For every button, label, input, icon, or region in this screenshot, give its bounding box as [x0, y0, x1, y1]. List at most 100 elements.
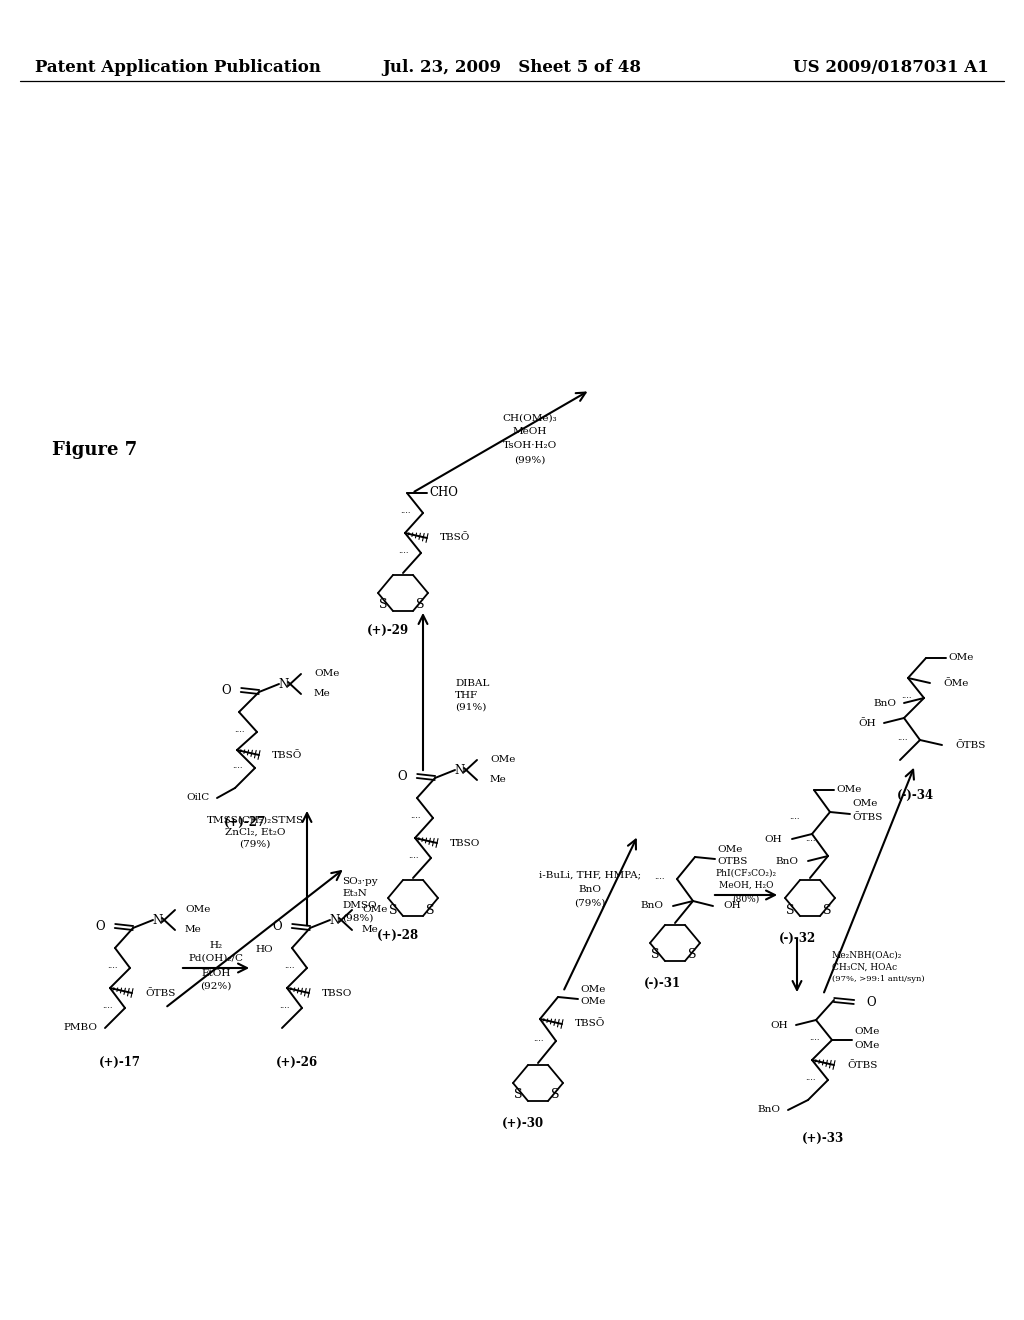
- Text: Et₃N: Et₃N: [342, 890, 367, 899]
- Text: ŌTBS: ŌTBS: [955, 741, 985, 750]
- Text: OMe: OMe: [717, 845, 742, 854]
- Text: ŌTBS: ŌTBS: [145, 989, 175, 998]
- Text: CH(OMe)₃: CH(OMe)₃: [503, 413, 557, 422]
- Text: OMe: OMe: [836, 785, 861, 795]
- Text: ····: ····: [108, 964, 118, 972]
- Text: HO: HO: [255, 945, 272, 954]
- Text: i-BuLi, THF, HMPA;: i-BuLi, THF, HMPA;: [539, 870, 641, 879]
- Text: H₂: H₂: [210, 941, 222, 950]
- Text: O: O: [866, 995, 876, 1008]
- Text: (80%): (80%): [732, 895, 760, 903]
- Text: Me: Me: [314, 689, 331, 698]
- Text: (-)-32: (-)-32: [778, 932, 816, 945]
- Text: N: N: [330, 913, 340, 927]
- Text: BnO: BnO: [757, 1106, 780, 1114]
- Text: US 2009/0187031 A1: US 2009/0187031 A1: [794, 58, 989, 75]
- Text: MeOH: MeOH: [513, 428, 547, 437]
- Text: ····: ····: [806, 1076, 816, 1084]
- Text: S: S: [379, 598, 387, 611]
- Text: S: S: [551, 1089, 559, 1101]
- Text: S: S: [650, 949, 659, 961]
- Text: Me: Me: [490, 776, 507, 784]
- Text: (+)-27: (+)-27: [224, 816, 266, 829]
- Text: O: O: [221, 684, 231, 697]
- Text: ····: ····: [280, 1005, 290, 1012]
- Text: S: S: [688, 949, 696, 961]
- Text: (+)-29: (+)-29: [367, 623, 409, 636]
- Text: OMe: OMe: [852, 800, 878, 808]
- Text: TMSS(CH₂)₂STMS: TMSS(CH₂)₂STMS: [207, 816, 303, 825]
- Text: OMe: OMe: [948, 653, 974, 663]
- Text: O: O: [95, 920, 105, 932]
- Text: TBSŌ: TBSŌ: [575, 1019, 605, 1028]
- Text: BnO: BnO: [579, 884, 601, 894]
- Text: (99%): (99%): [514, 455, 546, 465]
- Text: (92%): (92%): [201, 982, 231, 990]
- Text: ····: ····: [534, 1038, 544, 1045]
- Text: OMe: OMe: [580, 985, 605, 994]
- Text: BnO: BnO: [775, 857, 798, 866]
- Text: OH: OH: [723, 902, 740, 911]
- Text: N: N: [279, 677, 289, 690]
- Text: MeOH, H₂O: MeOH, H₂O: [719, 880, 773, 890]
- Text: ····: ····: [285, 964, 295, 972]
- Text: S: S: [389, 903, 397, 916]
- Text: Figure 7: Figure 7: [52, 441, 137, 459]
- Text: OMe: OMe: [854, 1040, 880, 1049]
- Text: Patent Application Publication: Patent Application Publication: [35, 58, 321, 75]
- Text: Me₂NBH(OAc)₂: Me₂NBH(OAc)₂: [831, 950, 902, 960]
- Text: OH: OH: [770, 1020, 788, 1030]
- Text: TBSŌ: TBSŌ: [440, 533, 470, 543]
- Text: S: S: [514, 1089, 522, 1101]
- Text: TBSŌ: TBSŌ: [272, 751, 302, 759]
- Text: ····: ····: [400, 510, 411, 517]
- Text: N: N: [455, 763, 465, 776]
- Text: OilC: OilC: [186, 793, 210, 803]
- Text: N: N: [153, 913, 163, 927]
- Text: S: S: [785, 903, 795, 916]
- Text: BnO: BnO: [640, 902, 663, 911]
- Text: ŌH: ŌH: [858, 718, 876, 727]
- Text: (98%): (98%): [342, 913, 374, 923]
- Text: Me: Me: [185, 925, 202, 935]
- Text: ····: ····: [810, 1036, 820, 1044]
- Text: OMe: OMe: [580, 998, 605, 1006]
- Text: (+)-30: (+)-30: [502, 1117, 544, 1130]
- Text: ZnCl₂, Et₂O: ZnCl₂, Et₂O: [224, 828, 286, 837]
- Text: ····: ····: [897, 737, 908, 744]
- Text: DMSO: DMSO: [342, 902, 377, 911]
- Text: EtOH: EtOH: [202, 969, 230, 978]
- Text: (79%): (79%): [574, 899, 605, 908]
- Text: CHO: CHO: [429, 487, 458, 499]
- Text: OMe: OMe: [314, 669, 339, 678]
- Text: Jul. 23, 2009   Sheet 5 of 48: Jul. 23, 2009 Sheet 5 of 48: [383, 58, 641, 75]
- Text: PMBO: PMBO: [63, 1023, 97, 1032]
- Text: ····: ····: [398, 549, 409, 557]
- Text: ŌTBS: ŌTBS: [847, 1060, 878, 1069]
- Text: (79%): (79%): [240, 840, 270, 849]
- Text: (-)-34: (-)-34: [896, 788, 934, 801]
- Text: ····: ····: [806, 837, 816, 845]
- Text: ····: ····: [102, 1005, 113, 1012]
- Text: (-)-31: (-)-31: [643, 977, 681, 990]
- Text: PhI(CF₃CO₂)₂: PhI(CF₃CO₂)₂: [716, 869, 776, 878]
- Text: TBSO: TBSO: [322, 989, 352, 998]
- Text: TsOH·H₂O: TsOH·H₂O: [503, 441, 557, 450]
- Text: ····: ····: [654, 875, 665, 883]
- Text: SO₃·py: SO₃·py: [342, 878, 378, 887]
- Text: (91%): (91%): [455, 702, 486, 711]
- Text: O: O: [272, 920, 282, 932]
- Text: OMe: OMe: [185, 906, 210, 915]
- Text: S: S: [822, 903, 831, 916]
- Text: THF: THF: [455, 690, 478, 700]
- Text: Pd(OH)₂/C: Pd(OH)₂/C: [188, 953, 244, 962]
- Text: (+)-33: (+)-33: [802, 1131, 844, 1144]
- Text: OMe: OMe: [490, 755, 515, 764]
- Text: ····: ····: [232, 764, 243, 772]
- Text: ····: ····: [901, 694, 912, 702]
- Text: Me: Me: [362, 925, 379, 935]
- Text: ····: ····: [790, 814, 800, 822]
- Text: OMe: OMe: [362, 906, 387, 915]
- Text: OTBS: OTBS: [717, 858, 748, 866]
- Text: BnO: BnO: [873, 698, 896, 708]
